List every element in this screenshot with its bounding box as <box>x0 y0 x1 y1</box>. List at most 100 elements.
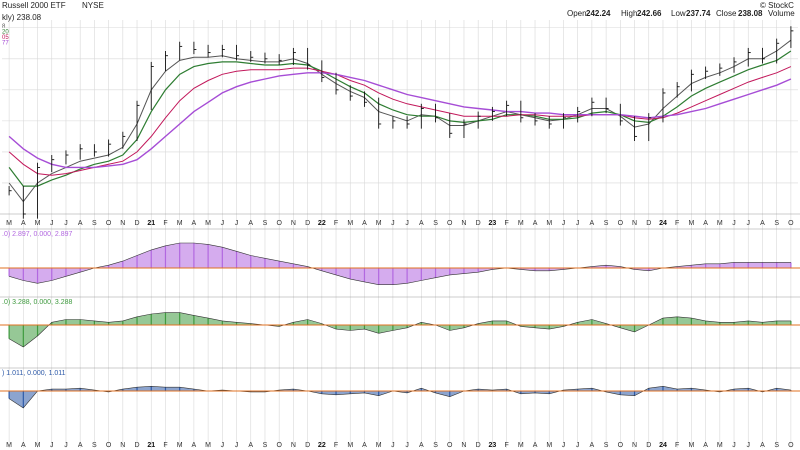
x-tick-label: M <box>376 220 382 227</box>
x-tick-label: A <box>21 442 26 449</box>
x-tick-label: M <box>347 442 353 449</box>
x-tick-label: J <box>391 220 395 227</box>
x-tick-label: F <box>675 442 679 449</box>
x-tick-label: S <box>604 442 609 449</box>
x-tick-label: O <box>106 220 112 227</box>
ma-legend-4: 77 <box>2 41 9 47</box>
ppo-mid-label: .0) 3.288, 0.000, 3.288 <box>2 299 73 306</box>
ppo-short-line <box>8 385 791 409</box>
x-tick-label: O <box>276 442 282 449</box>
x-tick-label: F <box>334 220 338 227</box>
quote-strip: Open 242.24 High 242.66 Low 237.74 Close… <box>567 9 795 18</box>
x-tick-label: A <box>533 442 538 449</box>
low-value: 237.74 <box>686 9 711 18</box>
low-label: Low <box>671 9 686 18</box>
x-tick-label: F <box>163 220 167 227</box>
exchange-label: NYSE <box>82 1 104 10</box>
x-tick-label: M <box>35 220 41 227</box>
x-tick-label: M <box>717 442 723 449</box>
x-tick-label: A <box>362 220 367 227</box>
x-tick-label: D <box>476 442 481 449</box>
x-tick-label: A <box>590 220 595 227</box>
x-tick-label: S <box>433 442 438 449</box>
x-tick-label: D <box>646 442 651 449</box>
x-tick-label: 23 <box>488 442 496 449</box>
x-tick-label: M <box>177 442 183 449</box>
x-tick-label: J <box>747 220 751 227</box>
ppo-long-label: .0) 2.897, 0.000, 2.897 <box>2 231 73 238</box>
x-tick-label: J <box>64 442 68 449</box>
price-panel <box>0 20 800 448</box>
x-tick-label: S <box>774 220 779 227</box>
x-tick-label: F <box>334 442 338 449</box>
x-tick-label: S <box>604 220 609 227</box>
x-tick-label: S <box>92 442 97 449</box>
close-value: 238.08 <box>738 9 763 18</box>
x-tick-label: A <box>248 442 253 449</box>
x-tick-label: A <box>248 220 253 227</box>
x-tick-label: J <box>64 220 68 227</box>
watermark: © StockC <box>760 1 794 10</box>
x-tick-label: J <box>405 220 409 227</box>
x-tick-label: D <box>646 220 651 227</box>
open-label: Open <box>567 9 587 18</box>
x-tick-label: J <box>221 220 225 227</box>
x-tick-label: D <box>305 442 310 449</box>
x-tick-label: M <box>177 220 183 227</box>
high-value: 242.66 <box>637 9 662 18</box>
x-tick-label: N <box>291 442 296 449</box>
x-tick-label: F <box>163 442 167 449</box>
x-tick-label: A <box>760 442 765 449</box>
x-tick-label: 22 <box>318 442 326 449</box>
x-tick-label: A <box>78 220 83 227</box>
x-tick-label: J <box>747 442 751 449</box>
x-tick-label: J <box>50 220 54 227</box>
x-tick-label: J <box>562 220 566 227</box>
ppo-short-label: ) 1.011, 0.000, 1.011 <box>2 370 66 377</box>
ppo-long-area <box>9 243 791 285</box>
ppo-short-area <box>9 386 791 408</box>
x-tick-label: M <box>347 220 353 227</box>
x-tick-label: A <box>21 220 26 227</box>
x-tick-label: N <box>120 220 125 227</box>
x-tick-label: A <box>703 220 708 227</box>
ppo-panels: .0) 2.897, 0.000, 2.897 .0) 3.288, 0.000,… <box>0 228 800 409</box>
x-tick-label: O <box>618 220 624 227</box>
x-tick-label: O <box>618 442 624 449</box>
x-tick-label: M <box>376 442 382 449</box>
x-tick-label: S <box>92 220 97 227</box>
x-tick-label: F <box>504 220 508 227</box>
x-tick-label: A <box>703 442 708 449</box>
x-tick-label: 22 <box>318 220 326 227</box>
ma-legend-3: 05 <box>2 35 9 41</box>
x-tick-label: A <box>590 442 595 449</box>
x-tick-label: O <box>106 442 112 449</box>
x-tick-label: J <box>50 442 54 449</box>
x-tick-label: S <box>774 442 779 449</box>
x-tick-label: 24 <box>659 220 667 227</box>
x-tick-label: D <box>135 442 140 449</box>
x-tick-label: J <box>391 442 395 449</box>
x-tick-label: A <box>419 442 424 449</box>
open-value: 242.24 <box>586 9 611 18</box>
chart-title: Russell 2000 ETF <box>2 1 66 10</box>
x-tick-label: S <box>433 220 438 227</box>
x-axis: M A M J J A S O N D 21 F M A M J J A S O N D 22 F M A M J J A S O N D 23 F M… <box>6 220 794 449</box>
volume-label: Volume <box>768 9 795 18</box>
x-tick-label: 21 <box>147 220 155 227</box>
x-tick-label: D <box>135 220 140 227</box>
x-tick-label: F <box>504 442 508 449</box>
x-tick-label: M <box>717 220 723 227</box>
high-label: High <box>621 9 637 18</box>
x-tick-label: J <box>562 442 566 449</box>
x-tick-label: J <box>576 442 580 449</box>
series-ma4-line <box>8 72 792 169</box>
x-tick-label: M <box>205 442 211 449</box>
x-tick-label: N <box>632 442 637 449</box>
x-tick-label: D <box>476 220 481 227</box>
x-tick-label: A <box>78 442 83 449</box>
x-tick-label: N <box>461 442 466 449</box>
x-tick-label: A <box>192 442 197 449</box>
x-tick-label: M <box>688 442 694 449</box>
